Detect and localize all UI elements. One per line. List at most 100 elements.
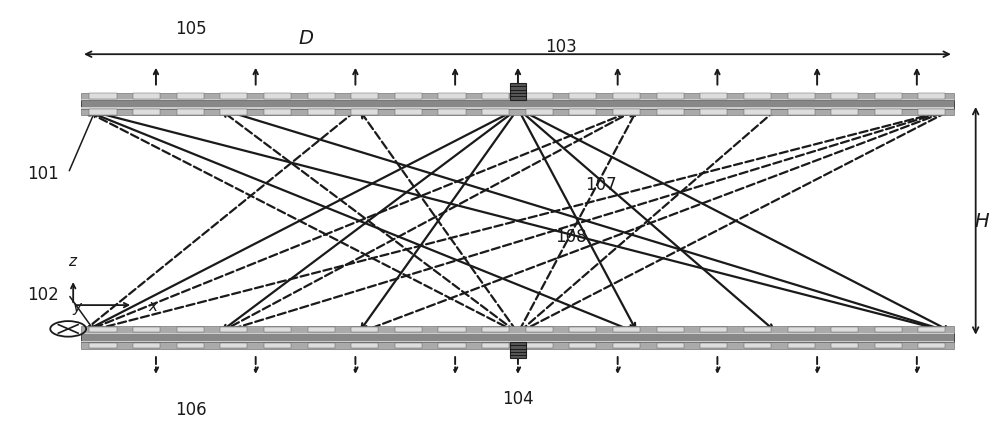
Bar xyxy=(482,343,509,349)
Text: $H$: $H$ xyxy=(974,212,990,231)
Bar xyxy=(81,94,954,100)
Bar xyxy=(788,94,815,100)
Bar xyxy=(657,110,684,115)
Bar xyxy=(81,341,954,342)
Bar xyxy=(395,343,422,349)
Bar xyxy=(438,343,466,349)
Bar xyxy=(831,110,858,115)
Text: 101: 101 xyxy=(27,165,59,183)
Bar xyxy=(308,94,335,100)
Bar xyxy=(89,327,117,333)
Bar xyxy=(657,94,684,100)
Bar xyxy=(613,327,640,333)
Bar xyxy=(133,110,160,115)
Text: 104: 104 xyxy=(502,389,534,407)
Bar xyxy=(177,94,204,100)
Text: $y$: $y$ xyxy=(72,300,84,316)
Bar xyxy=(700,94,727,100)
Bar xyxy=(351,94,378,100)
Bar xyxy=(700,110,727,115)
Bar xyxy=(133,343,160,349)
Bar xyxy=(81,109,954,116)
Bar xyxy=(744,343,771,349)
Bar xyxy=(918,327,945,333)
Bar xyxy=(438,110,466,115)
Bar xyxy=(788,110,815,115)
Bar xyxy=(831,343,858,349)
Bar xyxy=(395,110,422,115)
Bar xyxy=(220,343,247,349)
Text: 108: 108 xyxy=(555,227,586,245)
Text: 103: 103 xyxy=(545,38,577,56)
Bar xyxy=(613,343,640,349)
Bar xyxy=(569,94,596,100)
Bar xyxy=(510,84,526,100)
Bar xyxy=(613,110,640,115)
Bar xyxy=(526,94,553,100)
Bar xyxy=(351,110,378,115)
Bar xyxy=(875,343,902,349)
Text: $x$: $x$ xyxy=(148,298,160,313)
Bar xyxy=(133,327,160,333)
Bar xyxy=(81,342,954,349)
Bar xyxy=(81,100,954,101)
Bar xyxy=(395,94,422,100)
Bar xyxy=(831,94,858,100)
Bar xyxy=(482,110,509,115)
Bar xyxy=(89,110,117,115)
Bar xyxy=(81,333,954,342)
Bar xyxy=(264,110,291,115)
Text: 107: 107 xyxy=(585,176,616,194)
Bar xyxy=(177,327,204,333)
Bar xyxy=(510,342,526,358)
Bar xyxy=(81,108,954,109)
Bar xyxy=(351,343,378,349)
Bar xyxy=(875,94,902,100)
Bar xyxy=(700,343,727,349)
Bar xyxy=(526,110,553,115)
Bar xyxy=(482,327,509,333)
Bar xyxy=(788,343,815,349)
Bar xyxy=(875,110,902,115)
Text: 105: 105 xyxy=(175,20,207,38)
Text: $z$: $z$ xyxy=(68,254,78,269)
Bar xyxy=(177,110,204,115)
Bar xyxy=(875,327,902,333)
Bar xyxy=(657,343,684,349)
Bar xyxy=(308,110,335,115)
Bar xyxy=(395,327,422,333)
Bar xyxy=(700,327,727,333)
Text: $D$: $D$ xyxy=(298,29,314,47)
Bar xyxy=(264,94,291,100)
Bar xyxy=(81,100,954,109)
Bar xyxy=(526,343,553,349)
Bar xyxy=(220,327,247,333)
Bar xyxy=(831,327,858,333)
Bar xyxy=(788,327,815,333)
Bar xyxy=(308,327,335,333)
Bar xyxy=(264,327,291,333)
Bar xyxy=(89,94,117,100)
Bar xyxy=(81,333,954,334)
Bar xyxy=(264,343,291,349)
Bar xyxy=(918,110,945,115)
Bar xyxy=(569,327,596,333)
Bar xyxy=(482,94,509,100)
Bar xyxy=(220,110,247,115)
Bar xyxy=(918,343,945,349)
Bar xyxy=(220,94,247,100)
Bar xyxy=(657,327,684,333)
Bar xyxy=(81,327,954,333)
Bar xyxy=(351,327,378,333)
Bar xyxy=(308,343,335,349)
Text: 102: 102 xyxy=(27,286,59,304)
Bar xyxy=(438,94,466,100)
Bar xyxy=(569,343,596,349)
Text: 106: 106 xyxy=(175,400,207,418)
Bar xyxy=(177,343,204,349)
Bar xyxy=(744,327,771,333)
Bar xyxy=(569,110,596,115)
Bar xyxy=(89,343,117,349)
Bar xyxy=(133,94,160,100)
Bar xyxy=(613,94,640,100)
